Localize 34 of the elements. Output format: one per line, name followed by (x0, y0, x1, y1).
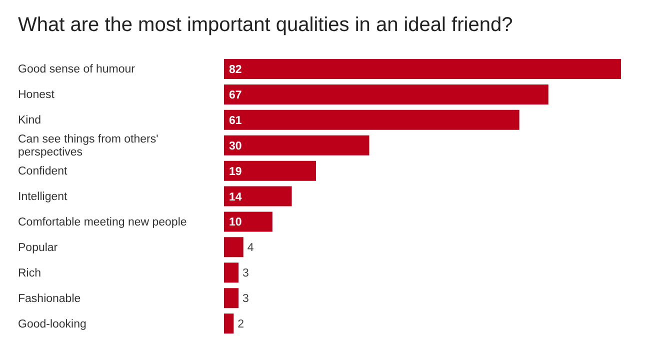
bar (224, 135, 370, 156)
data-label: 4 (247, 242, 254, 254)
data-label: 30 (229, 140, 242, 152)
y-tick-label: Rich (18, 267, 42, 280)
data-label: 10 (229, 216, 242, 229)
y-tick-label: Confident (18, 166, 68, 178)
bar (224, 84, 548, 104)
y-tick-label: Comfortable meeting new people (18, 216, 187, 228)
chart-title: What are the most important qualities in an ideal friend? (18, 14, 513, 37)
bar (224, 262, 239, 283)
data-label: 61 (229, 114, 242, 127)
bar (224, 186, 292, 206)
bar (224, 59, 621, 79)
bar (224, 288, 239, 308)
data-label: 3 (242, 268, 249, 280)
data-label: 2 (238, 318, 244, 331)
y-tick-label: Can see things from others' perspectives (18, 134, 158, 159)
bar (224, 314, 234, 334)
y-tick-label: Fashionable (18, 292, 81, 305)
y-tick-label: Kind (18, 114, 42, 127)
y-tick-label: Popular (18, 242, 58, 254)
bar (224, 237, 244, 258)
bar (224, 212, 272, 232)
y-tick-label: Intelligent (18, 191, 68, 203)
data-label: 14 (229, 191, 242, 204)
data-label: 19 (229, 166, 242, 178)
bar (224, 110, 520, 130)
data-label: 67 (229, 89, 242, 102)
y-tick-label: Good sense of humour (18, 64, 136, 76)
y-tick-label: Good-looking (18, 318, 86, 330)
data-label: 82 (229, 64, 242, 76)
y-tick-label: Honest (18, 89, 56, 102)
data-label: 3 (242, 293, 249, 306)
bar (224, 160, 316, 181)
